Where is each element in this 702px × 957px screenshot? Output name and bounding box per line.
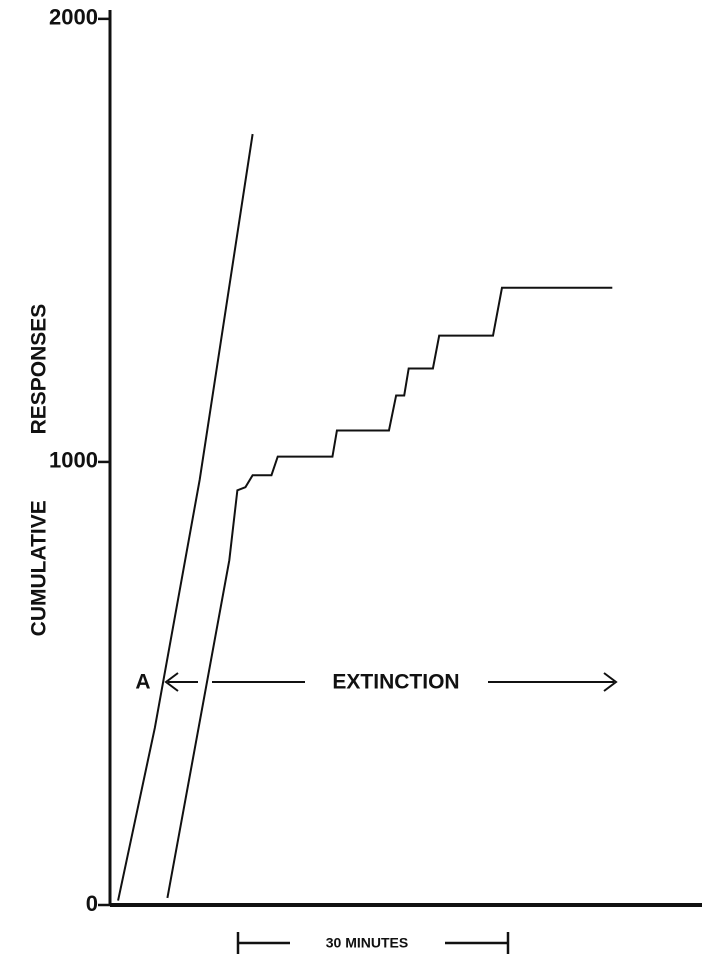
y-tick-label: 2000	[49, 5, 98, 30]
cumulative-curve	[117, 133, 254, 901]
extinction-arrows	[164, 672, 618, 692]
annotation-a: A	[135, 671, 150, 694]
scale-bar-label: 30 MINUTES	[326, 935, 408, 951]
y-tick-label: 0	[86, 891, 98, 916]
y-tick-label: 1000	[49, 448, 98, 473]
annotation-extinction: EXTINCTION	[332, 671, 459, 694]
scale-bar	[236, 932, 510, 954]
y-axis-label: CUMULATIVE RESPONSES	[28, 304, 51, 637]
cumulative-curve	[166, 286, 613, 899]
